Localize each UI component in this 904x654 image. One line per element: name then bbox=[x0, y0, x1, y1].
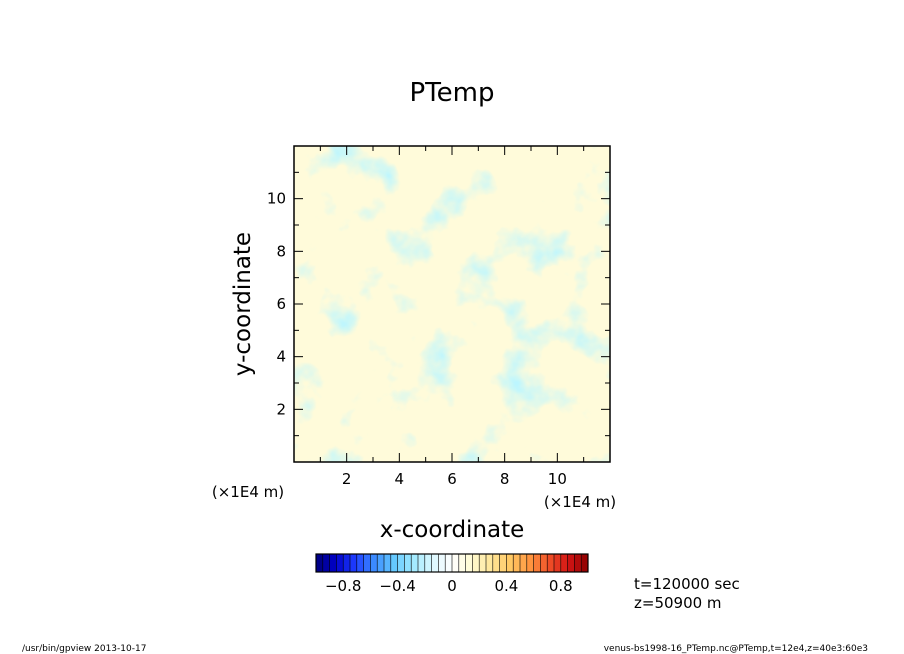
x-tick-label: 2 bbox=[342, 470, 352, 488]
colorbar-tick-label: −0.4 bbox=[379, 577, 415, 595]
y-axis-label: y-coordinate bbox=[230, 232, 256, 376]
colorbar-swatch bbox=[554, 554, 562, 572]
colorbar-tick-label: 0.4 bbox=[494, 577, 518, 595]
x-tick-label: 4 bbox=[395, 470, 405, 488]
colorbar-swatch bbox=[438, 554, 446, 572]
colorbar-swatch bbox=[424, 554, 432, 572]
colorbar-swatch bbox=[540, 554, 548, 572]
colorbar-swatch bbox=[533, 554, 541, 572]
y-tick-label: 4 bbox=[276, 348, 286, 366]
x-tick-label: 10 bbox=[548, 470, 567, 488]
colorbar-swatch bbox=[316, 554, 324, 572]
colorbar-swatch bbox=[520, 554, 528, 572]
heatmap-field bbox=[294, 146, 610, 462]
y-tick-label: 6 bbox=[276, 295, 286, 313]
colorbar-swatch bbox=[329, 554, 337, 572]
colorbar-swatch bbox=[336, 554, 344, 572]
colorbar-tick-label: 0 bbox=[447, 577, 457, 595]
y-tick-label: 2 bbox=[276, 400, 286, 418]
colorbar-swatch bbox=[513, 554, 521, 572]
chart-title: PTemp bbox=[410, 78, 495, 108]
colorbar-swatch bbox=[363, 554, 371, 572]
colorbar: −0.8 −0.4 0 0.4 0.8 bbox=[315, 553, 589, 595]
colorbar-swatch bbox=[397, 554, 405, 572]
colorbar-swatch bbox=[486, 554, 494, 572]
colorbar-swatch bbox=[492, 554, 500, 572]
colorbar-swatch bbox=[465, 554, 473, 572]
colorbar-swatch bbox=[350, 554, 358, 572]
colorbar-swatch bbox=[526, 554, 534, 572]
colorbar-swatch bbox=[384, 554, 392, 572]
colorbar-swatch bbox=[452, 554, 460, 572]
footer-right: venus-bs1998-16_PTemp.nc@PTemp,t=12e4,z=… bbox=[604, 644, 868, 654]
colorbar-swatch bbox=[547, 554, 555, 572]
colorbar-frame bbox=[315, 553, 589, 573]
colorbar-swatch bbox=[343, 554, 351, 572]
colorbar-swatch bbox=[581, 554, 589, 572]
x-axis-unit: (×1E4 m) bbox=[544, 493, 616, 511]
x-tick-label: 6 bbox=[447, 470, 457, 488]
colorbar-swatch bbox=[472, 554, 480, 572]
y-axis-ticks: 2 4 6 8 10 bbox=[267, 171, 610, 437]
time-annotation: t=120000 sec bbox=[634, 575, 740, 593]
colorbar-tick-label: 0.8 bbox=[549, 577, 573, 595]
footer-left: /usr/bin/gpview 2013-10-17 bbox=[22, 644, 146, 654]
colorbar-swatch bbox=[418, 554, 426, 572]
colorbar-swatch bbox=[574, 554, 582, 572]
colorbar-swatch bbox=[499, 554, 507, 572]
heatmap-turbulence bbox=[294, 146, 610, 462]
colorbar-swatch bbox=[458, 554, 466, 572]
colorbar-swatch bbox=[404, 554, 412, 572]
y-tick-label: 8 bbox=[276, 242, 286, 260]
colorbar-swatch bbox=[567, 554, 575, 572]
y-tick-label: 10 bbox=[267, 190, 286, 208]
colorbar-swatch bbox=[356, 554, 364, 572]
colorbar-swatch bbox=[377, 554, 385, 572]
colorbar-tick-label: −0.8 bbox=[325, 577, 361, 595]
colorbar-swatch bbox=[479, 554, 487, 572]
x-axis-ticks: 2 4 6 8 10 bbox=[319, 146, 585, 488]
height-annotation: z=50900 m bbox=[634, 594, 722, 612]
colorbar-swatch bbox=[322, 554, 330, 572]
x-tick-label: 8 bbox=[500, 470, 510, 488]
colorbar-swatch bbox=[445, 554, 453, 572]
colorbar-swatch bbox=[560, 554, 568, 572]
colorbar-swatch bbox=[411, 554, 419, 572]
colorbar-swatch bbox=[431, 554, 439, 572]
colorbar-swatch bbox=[506, 554, 514, 572]
x-axis-label: x-coordinate bbox=[380, 517, 525, 543]
colorbar-swatch bbox=[370, 554, 378, 572]
y-axis-unit: (×1E4 m) bbox=[212, 483, 284, 501]
colorbar-swatch bbox=[390, 554, 398, 572]
